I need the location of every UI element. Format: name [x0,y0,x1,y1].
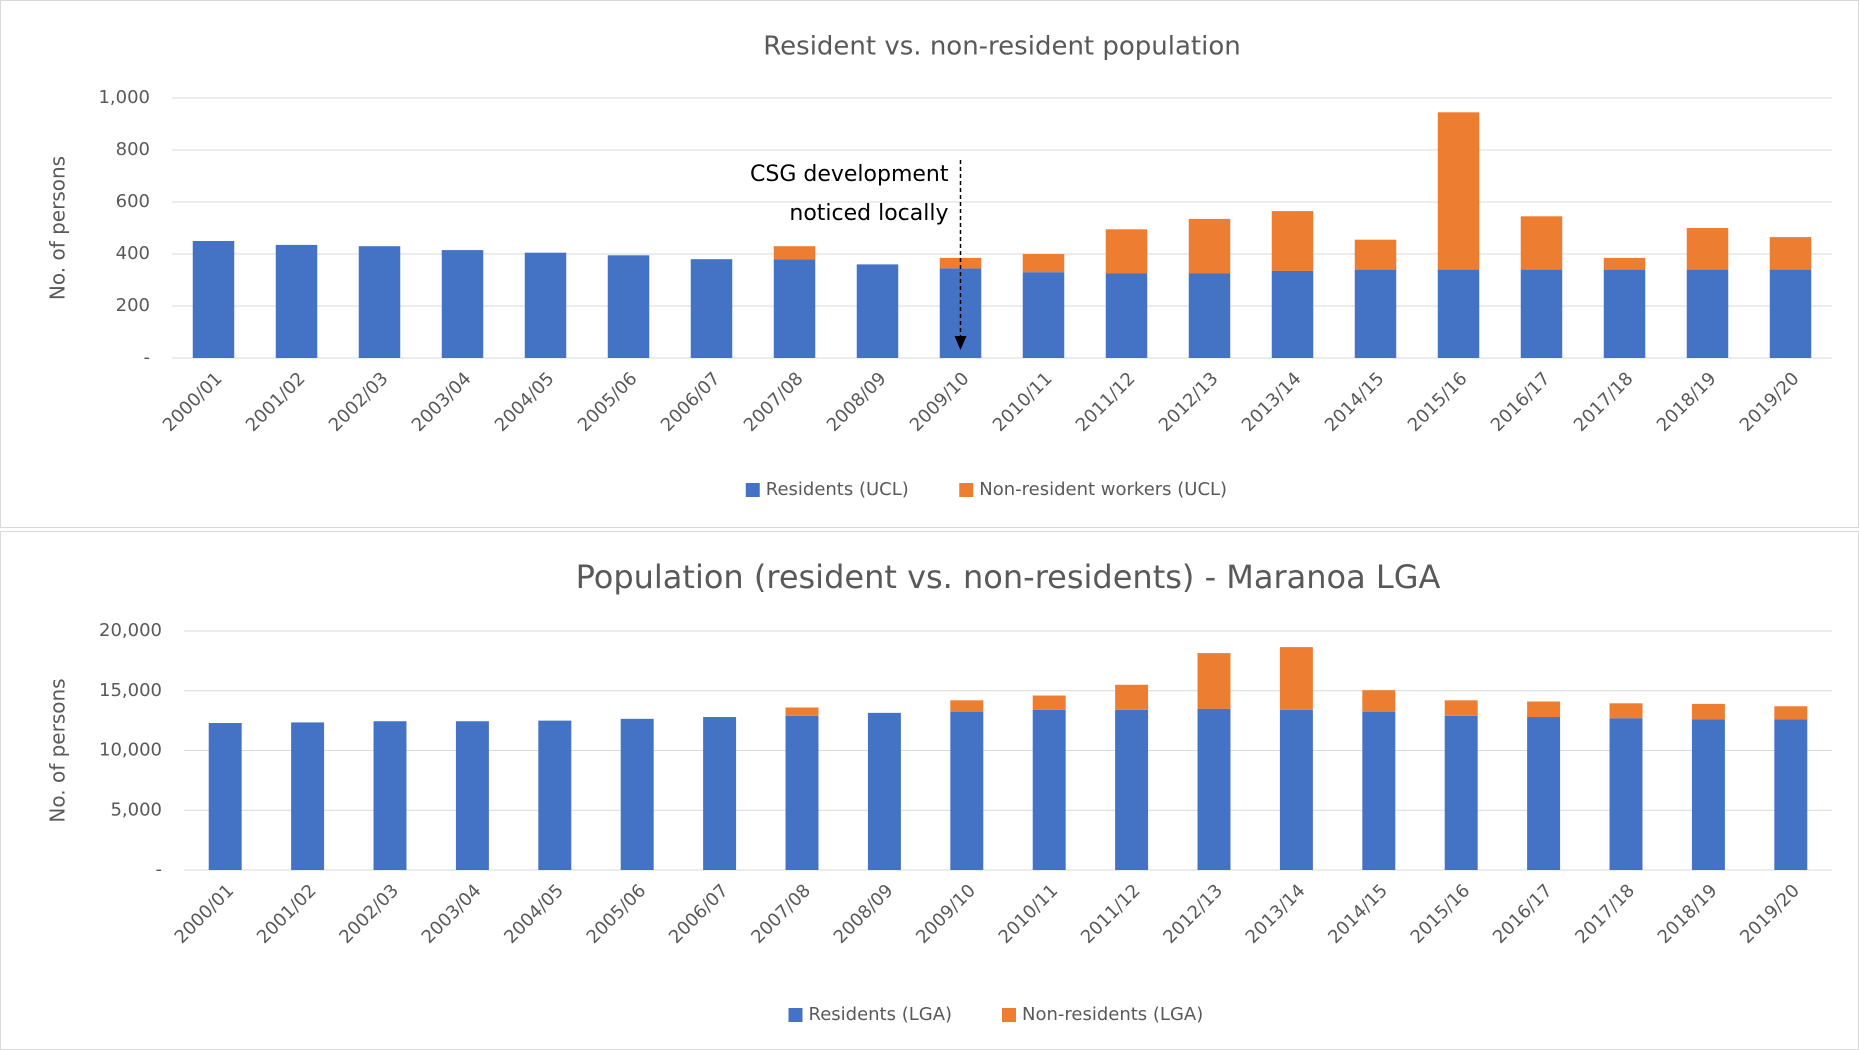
bar-segment [1354,239,1397,270]
bar-segment [1603,257,1646,270]
bar-segment [703,717,737,870]
legend-swatch [959,483,974,497]
bar-segment [1188,273,1231,358]
bar-segment [1686,269,1729,358]
annotation: CSG development [750,162,949,187]
bar-segment [1444,715,1478,870]
bar-segment [441,250,484,358]
bar-segment [1769,237,1812,270]
y-tick-label: - [156,859,163,880]
bar-segment [291,722,325,870]
bar-segment [373,721,407,870]
bar-segment [950,700,984,712]
bar-segment [1362,690,1396,712]
y-tick-label: 200 [116,295,150,316]
bar-segment [455,721,489,870]
bar-segment [856,264,899,358]
legend-swatch [1002,1008,1016,1022]
bar-segment [773,246,816,260]
bar-segment [1444,700,1478,716]
arrow-head [954,336,967,350]
bar-segment [1115,709,1149,870]
bar-segment [358,246,401,358]
bar-segment [1197,653,1231,709]
bar-segment [1022,272,1065,358]
legend-swatch [788,1008,803,1022]
bar-segment [1527,717,1561,870]
bar-segment [939,257,982,269]
bar-segment [1032,695,1066,710]
panel [0,531,1859,1050]
bar-segment [950,711,984,870]
bar-segment [1022,254,1065,273]
bar-segment [690,259,733,358]
y-tick-label: 15,000 [99,680,162,701]
bar-segment [1115,684,1149,710]
bar-segment [1769,269,1812,358]
bar-segment [538,720,572,870]
bar-segment [1032,709,1066,870]
y-tick-label: 800 [116,139,150,160]
bar-segment [1609,718,1643,870]
bar-segment [1197,708,1231,870]
bar-segment [785,707,819,716]
bar-segment [1362,711,1396,870]
bar-segment [1691,719,1725,870]
bar-segment [524,252,567,358]
bar-segment [1437,112,1480,270]
legend-label: Residents (UCL) [766,479,909,500]
bar-segment [1354,269,1397,358]
y-tick-label: - [144,347,151,368]
bar-segment [785,715,819,870]
bar-segment [1686,228,1729,270]
bar-segment [607,255,650,358]
bar-segment [208,723,242,870]
y-tick-label: 600 [116,191,150,212]
bar-segment [773,259,816,358]
bar-segment [620,718,654,870]
bar-segment [1105,273,1148,358]
legend-label: Non-resident workers (UCL) [979,479,1227,500]
annotation: noticed locally [789,201,948,226]
legend-swatch [745,483,760,497]
y-tick-label: 5,000 [110,799,162,820]
bar-segment [1279,709,1313,870]
bar-segment [1609,703,1643,719]
y-tick-label: 400 [116,243,150,264]
bar-segment [1271,270,1314,358]
bar-segment [867,712,901,870]
chart-title: Resident vs. non-resident population [763,32,1240,62]
legend-label: Residents (LGA) [809,1004,953,1025]
y-axis-label: No. of persons [46,678,70,822]
bar-segment [1279,647,1313,710]
bar-segment [1603,269,1646,358]
legend-label: Non-residents (LGA) [1022,1004,1203,1025]
chart-title: Population (resident vs. non-residents) … [576,558,1441,596]
y-tick-label: 20,000 [99,620,162,641]
bar-segment [1271,211,1314,271]
bar-segment [1105,229,1148,274]
bar-segment [1527,701,1561,718]
bar-segment [1437,269,1480,358]
bar-segment [1188,218,1231,274]
y-tick-label: 10,000 [99,740,162,761]
bar-segment [1520,216,1563,270]
y-tick-label: 1,000 [98,87,150,108]
bar-segment [1691,703,1725,720]
bar-segment [192,241,235,358]
bar-segment [1520,269,1563,358]
bar-segment [1774,706,1808,720]
bar-segment [1774,719,1808,870]
bar-segment [275,244,318,358]
y-axis-label: No. of persons [46,156,70,300]
